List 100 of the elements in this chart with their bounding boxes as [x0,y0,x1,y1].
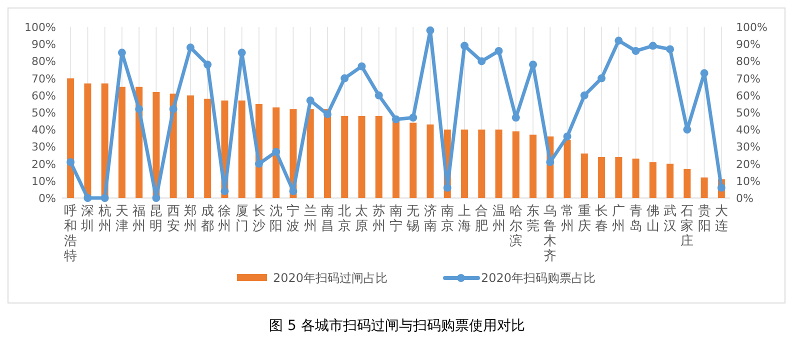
x-tick-label: 福州 [132,204,146,234]
x-tick-label: 常州 [560,204,574,234]
x-tick-label: 西安 [166,204,180,234]
point [443,184,452,192]
point [272,148,280,156]
y2-tick-label: 40% [736,124,760,137]
bar [530,134,537,198]
point [289,187,298,196]
y2-tick-label: 30% [736,140,760,154]
bar [461,130,468,198]
x-tick-label: 南京 [440,204,454,234]
bar [118,86,126,198]
text: 图 5 各城市扫码过闸与扫码购票使用对比 [269,318,525,334]
point [512,114,520,122]
x-tick-label: 南宁 [390,204,402,234]
bar [580,154,588,198]
bar [358,116,366,198]
y2-tick-label: 60% [736,89,760,102]
x-tick-label: 广州 [612,204,626,234]
bar [426,124,434,198]
x-tick-label: 呼和浩特 [64,204,78,264]
point [460,42,469,50]
y-tick-label: 0% [38,192,56,205]
x-tick-label: 郑州 [184,204,197,234]
y2-tick-label: 20% [736,158,760,171]
x-tick-label: 厦门 [235,204,248,234]
bar [84,83,92,198]
y2-tick-label: 10% [736,174,760,188]
x-tick-label: 成都 [201,204,214,234]
x-tick-label: 重庆 [578,204,591,234]
bar [598,156,606,198]
y-tick-label: 40% [32,124,56,137]
y-tick-label: 60% [32,89,56,102]
bar [392,121,400,198]
y2-tick-label: 90% [736,38,760,52]
bar [478,130,486,198]
point [409,114,418,122]
x-tick-label: 合肥 [475,204,488,234]
bar [341,116,348,198]
x-tick-label: 兰州 [304,204,317,234]
bar [410,122,417,198]
point [186,44,194,52]
bar [564,140,571,198]
x-tick-label: 东莞 [526,204,540,234]
x-tick-label: 贵阳 [698,204,711,234]
bar [632,158,640,198]
x-tick-label: 无锡 [406,204,420,234]
point [118,48,126,57]
point [152,194,160,202]
x-tick-label: 昆明 [150,204,163,234]
x-tick-label: 南昌 [320,204,334,234]
y2-tick-label: 100% [736,21,768,34]
bar [615,156,622,198]
x-tick-label: 哈尔滨 [509,204,522,249]
point [598,74,606,82]
y2-tick-label: 70% [736,72,760,86]
point [358,62,366,70]
bar [684,168,691,198]
point [100,194,109,202]
x-tick-label: 长沙 [252,204,266,234]
bar [204,98,212,198]
legend-label: 2020年扫码过闸占比 [273,271,388,285]
y2-tick-label: 0% [736,192,754,205]
x-tick-label: 沈阳 [270,204,283,234]
x-tick-label: 长春 [595,204,608,234]
x-tick-label: 乌鲁木齐 [544,204,557,264]
x-tick-label: 济南 [424,204,437,234]
bar [186,95,194,198]
point [683,126,692,134]
y-tick-label: 100% [24,21,56,34]
point [478,57,486,66]
bar [375,116,382,198]
bar [495,130,502,198]
point [323,110,332,118]
x-tick-label: 徐州 [218,204,232,234]
y-tick-label: 20% [32,158,56,171]
bar [649,162,656,198]
point [340,74,349,82]
point [717,184,726,192]
x-tick-label: 苏州 [372,204,386,234]
point [66,158,75,166]
x-tick-label: 青岛 [629,204,642,234]
x-tick-label: 太原 [355,204,368,234]
point [238,48,246,57]
y-tick-label: 80% [32,55,56,68]
point [135,105,144,114]
point [306,96,314,105]
y-tick-label: 50% [32,106,56,120]
point [494,46,503,55]
legend-label: 2020年扫码购票占比 [481,271,596,285]
point [392,115,400,124]
y-tick-label: 90% [32,38,56,52]
point [529,60,538,69]
bar [666,164,674,198]
x-tick-label: 北京 [338,204,352,234]
point [632,46,640,55]
point [666,45,674,54]
point [220,187,229,196]
point [254,160,263,168]
x-tick-label: 武汉 [664,204,677,234]
